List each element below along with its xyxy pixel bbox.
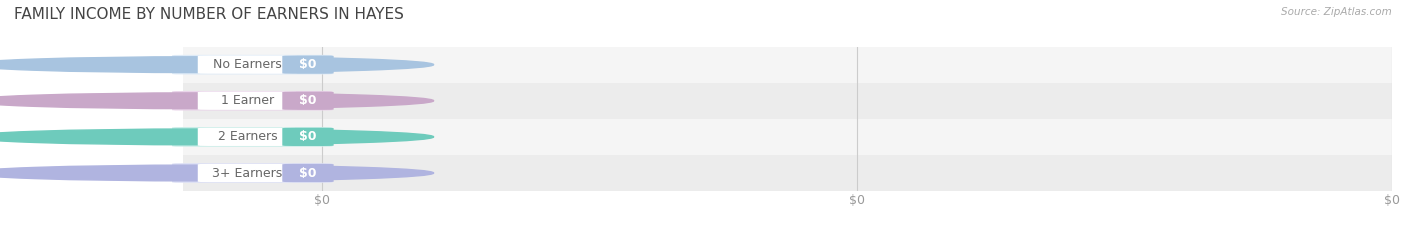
FancyBboxPatch shape (172, 55, 333, 75)
FancyBboxPatch shape (198, 92, 297, 110)
Bar (183, 119, 1392, 155)
Text: 2 Earners: 2 Earners (218, 130, 277, 143)
Text: $0: $0 (299, 130, 316, 143)
Text: FAMILY INCOME BY NUMBER OF EARNERS IN HAYES: FAMILY INCOME BY NUMBER OF EARNERS IN HA… (14, 7, 404, 22)
FancyBboxPatch shape (172, 127, 333, 147)
Text: 1 Earner: 1 Earner (221, 94, 274, 107)
Text: No Earners: No Earners (214, 58, 281, 71)
FancyBboxPatch shape (172, 91, 333, 111)
Text: 3+ Earners: 3+ Earners (212, 167, 283, 179)
FancyBboxPatch shape (198, 55, 297, 74)
Circle shape (0, 165, 433, 181)
FancyBboxPatch shape (198, 164, 297, 182)
Bar (183, 83, 1392, 119)
FancyBboxPatch shape (283, 92, 333, 110)
Circle shape (0, 93, 433, 109)
FancyBboxPatch shape (283, 55, 333, 74)
FancyBboxPatch shape (198, 128, 297, 146)
Bar (183, 47, 1392, 83)
Text: $0: $0 (299, 167, 316, 179)
Circle shape (0, 129, 433, 145)
FancyBboxPatch shape (283, 164, 333, 182)
Text: Source: ZipAtlas.com: Source: ZipAtlas.com (1281, 7, 1392, 17)
Circle shape (0, 57, 433, 72)
FancyBboxPatch shape (283, 128, 333, 146)
Bar (183, 155, 1392, 191)
Text: $0: $0 (299, 58, 316, 71)
FancyBboxPatch shape (172, 163, 333, 183)
Text: $0: $0 (299, 94, 316, 107)
